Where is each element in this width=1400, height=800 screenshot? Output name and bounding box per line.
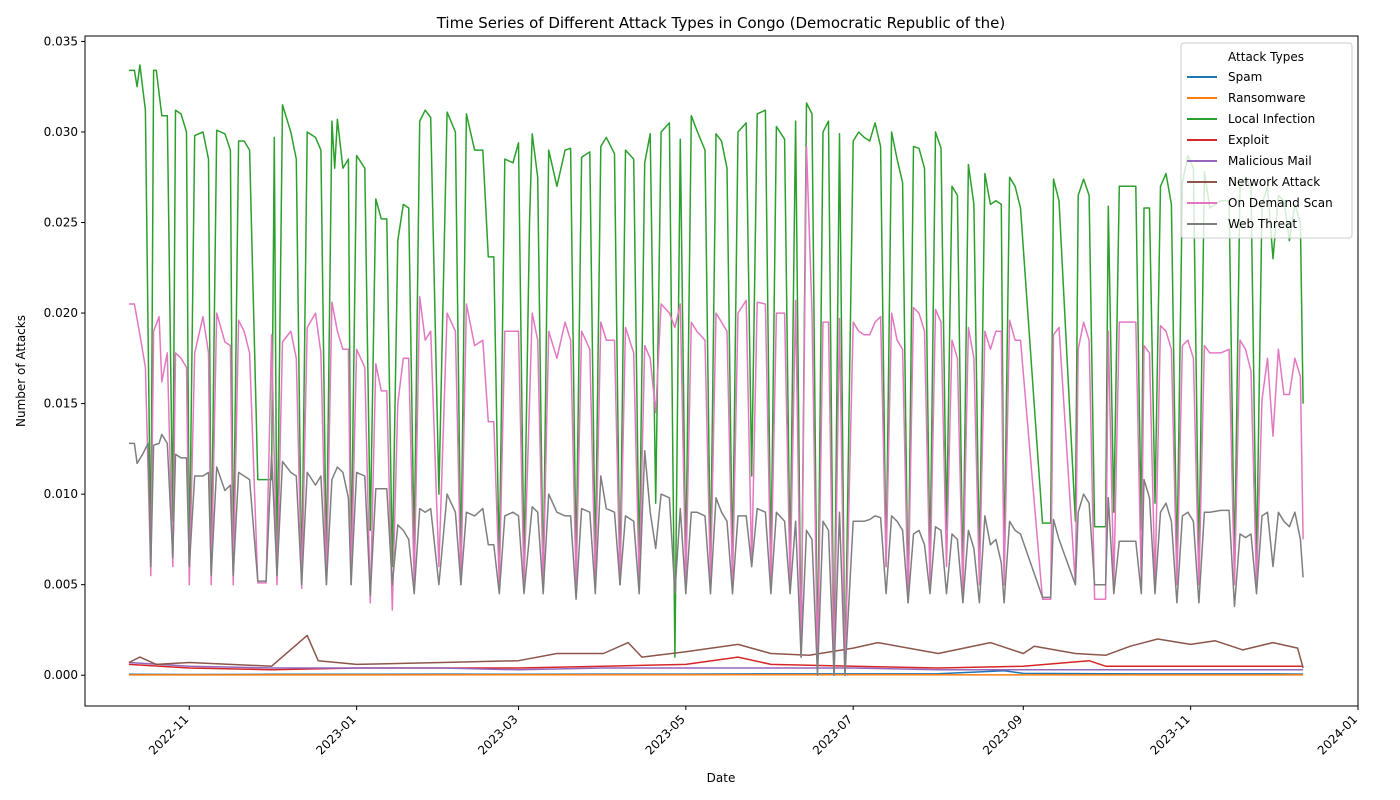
series-line-malicious-mail: [128, 661, 1304, 671]
legend-box: [1180, 42, 1353, 239]
legend-label: On Demand Scan: [1228, 196, 1333, 210]
chart-title: Time Series of Different Attack Types in…: [436, 14, 1006, 32]
legend-label: Network Attack: [1228, 175, 1320, 189]
axes-frame: [84, 35, 1359, 707]
series-line-local-infection: [128, 64, 1304, 676]
legend-label: Spam: [1228, 70, 1262, 84]
y-tick-label: 0.010: [44, 487, 78, 501]
plot-area: [84, 35, 1359, 707]
y-axis-title: Number of Attacks: [14, 315, 28, 427]
series-line-network-attack: [128, 634, 1304, 669]
y-tick-label: 0.005: [44, 578, 78, 592]
y-tick-label: 0.015: [44, 397, 78, 411]
y-tick-label: 0.035: [44, 34, 78, 48]
legend-title: Attack Types: [1228, 50, 1304, 64]
legend-label: Malicious Mail: [1228, 154, 1312, 168]
series-line-web-threat: [128, 433, 1304, 676]
y-tick-label: 0.030: [44, 125, 78, 139]
y-tick-label: 0.000: [44, 668, 78, 682]
legend-items: Spam Ransomware Local Infection Exploit Mali…: [1187, 70, 1333, 231]
y-tick-label: 0.025: [44, 216, 78, 230]
legend: Attack Types Spam Ransomware Local Infecti…: [1180, 42, 1353, 239]
legend-label: Local Infection: [1228, 112, 1315, 126]
series-layer: [128, 64, 1304, 676]
y-tick-label: 0.020: [44, 306, 78, 320]
x-axis-title: Date: [707, 771, 736, 785]
legend-label: Ransomware: [1228, 91, 1306, 105]
y-axis: 0.000 0.005 0.010 0.015 0.020 0.025 0.030 0.035: [44, 34, 85, 682]
legend-label: Exploit: [1228, 133, 1269, 147]
legend-label: Web Threat: [1228, 217, 1297, 231]
